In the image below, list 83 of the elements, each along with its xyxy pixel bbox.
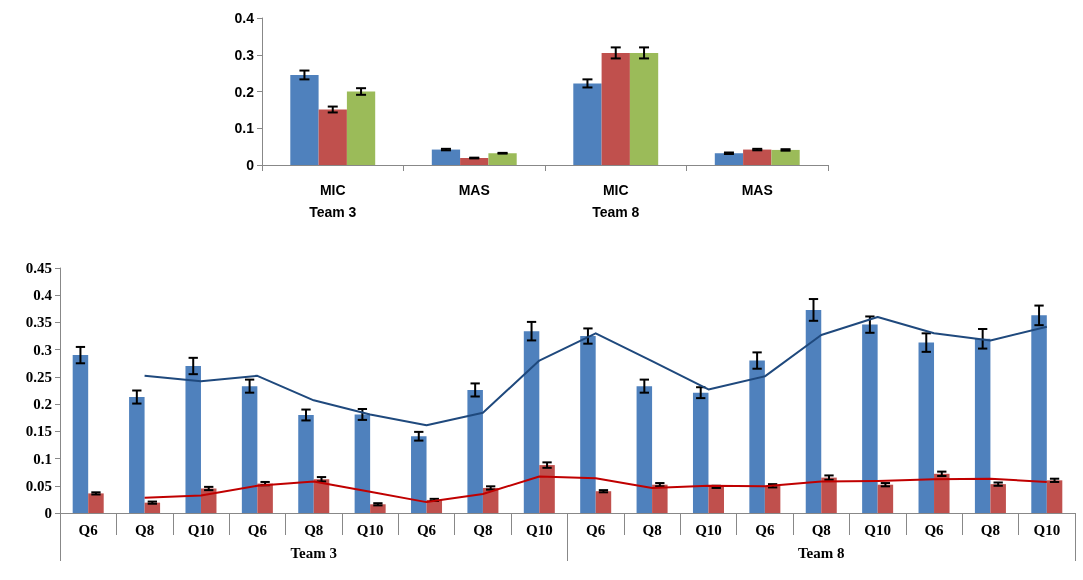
y-tick-label: 0.45 [25, 260, 52, 276]
bar [708, 486, 724, 513]
bar [805, 309, 822, 513]
bar [974, 338, 991, 513]
bar [523, 331, 540, 513]
line-series [143, 316, 1048, 427]
x-tick-label: Q6 [924, 522, 945, 538]
y-tick-label: 0.3 [234, 46, 255, 63]
bar [313, 479, 330, 513]
bar [431, 149, 461, 165]
text: Team 8 [797, 544, 845, 561]
bar [764, 485, 781, 513]
bar [467, 389, 483, 513]
y-tick-label: 0.4 [234, 10, 255, 26]
bar [1046, 480, 1063, 513]
x-tick-label: Q6 [755, 522, 775, 538]
y-tick-label: 0.2 [33, 396, 52, 413]
line-series [143, 475, 1048, 504]
bar [318, 109, 347, 165]
bar [488, 153, 517, 165]
bar [743, 149, 772, 165]
bar [411, 436, 427, 513]
x-tick-label: Q10 [864, 522, 891, 538]
bar [990, 484, 1006, 513]
bar [580, 336, 596, 513]
x-tick-label: Q10 [1033, 522, 1061, 538]
y-tick-label: 0.2 [234, 83, 255, 100]
y-tick-label: 0.4 [33, 287, 53, 304]
y-tick-label: 0.35 [25, 314, 52, 331]
x-tick-label: Q10 [525, 522, 553, 538]
bar [1031, 315, 1047, 513]
bar [862, 324, 878, 513]
y-tick-label: 0.25 [25, 368, 52, 385]
y-tick-label: 0.1 [234, 120, 255, 137]
y-tick-label: 0.05 [25, 477, 52, 494]
bar [714, 153, 744, 165]
bar [241, 386, 258, 513]
x-tick-label: Q8 [473, 522, 493, 538]
bar [692, 392, 709, 513]
x-tick-label: MAS [458, 182, 490, 198]
x-tick-label: Q6 [586, 522, 606, 538]
bar [877, 484, 894, 513]
bar [72, 355, 89, 513]
y-tick-label: 0 [246, 157, 255, 173]
bar [257, 483, 273, 513]
x-tick-label: Q8 [135, 522, 155, 538]
bar [934, 473, 950, 513]
x-tick-label: MIC Team 3 [309, 182, 357, 220]
bar [749, 360, 765, 513]
bar [539, 465, 555, 513]
bar [346, 91, 376, 165]
x-tick-label: MIC Team 8 [592, 182, 640, 220]
bar [595, 491, 612, 513]
bar [185, 366, 201, 513]
bar [629, 52, 659, 165]
bar [601, 52, 630, 165]
bar [771, 149, 800, 165]
x-tick-label: Q8 [642, 522, 662, 538]
x-tick-label: Q8 [980, 522, 1000, 538]
y-tick-label: 0.15 [25, 423, 52, 440]
bar [354, 414, 371, 513]
bar [88, 493, 104, 513]
y-tick-label: 0.1 [33, 450, 52, 467]
x-tick-label: Q6 [78, 522, 99, 538]
x-tick-label: Q8 [811, 522, 831, 538]
bar [129, 397, 145, 513]
x-tick-label: Q8 [304, 522, 324, 538]
bar [573, 83, 602, 165]
y-tick-label: 0 [44, 505, 52, 521]
x-tick-label: Q10 [695, 522, 722, 538]
bar [298, 415, 314, 513]
bar [636, 386, 653, 513]
bar [918, 342, 935, 513]
bar [821, 477, 837, 513]
bar [460, 158, 489, 165]
x-tick-label: Q6 [247, 522, 268, 538]
x-tick-label: Q10 [187, 522, 215, 538]
x-tick-label: Q6 [416, 522, 437, 538]
y-tick-label: 0.3 [33, 341, 52, 358]
x-tick-label: MAS [741, 182, 773, 198]
bar [290, 74, 319, 165]
x-tick-label: Q10 [356, 522, 384, 538]
text: Team 3 [290, 544, 338, 561]
